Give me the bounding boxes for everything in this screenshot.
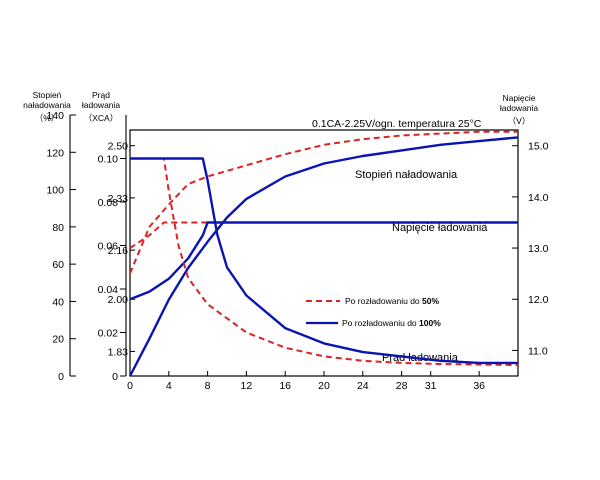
soc-axis-title-2: naładowania	[23, 100, 71, 110]
voltage-axis-title-1: Napięcie	[502, 93, 535, 103]
soc-tick-label: 40	[52, 296, 64, 308]
cell-voltage-tick-label: 1.83	[108, 346, 129, 358]
battery-voltage-tick-label: 11.0	[528, 345, 548, 357]
battery-voltage-tick-label: 12.0	[528, 294, 549, 306]
battery-voltage-tick-label: 13.0	[528, 243, 549, 255]
x-tick-label: 28	[396, 380, 408, 392]
legend-label-50: Po rozładowaniu do 50%	[345, 296, 439, 306]
soc-tick-label: 0	[58, 371, 64, 383]
voltage-curve-label: Napięcie ładowania	[392, 222, 488, 234]
soc-tick-label: 80	[52, 222, 64, 234]
x-tick-label: 8	[205, 380, 211, 392]
soc-axis-unit: （%）	[35, 113, 60, 123]
legend-label-100: Po rozładowaniu do 100%	[342, 318, 441, 328]
series-napi-cie-adowania-100	[129, 221, 518, 301]
soc-tick-label: 140	[46, 110, 64, 122]
current-tick-label: 0.08	[98, 197, 119, 209]
x-tick-label: 24	[357, 380, 369, 392]
plot-frame	[129, 129, 519, 377]
current-axis-title-1: Prąd	[92, 90, 110, 100]
x-tick-label: 4	[166, 380, 172, 392]
x-tick-label: 0	[127, 380, 133, 392]
series-pr-d-adowania-50	[130, 157, 519, 367]
soc-tick-label: 20	[52, 334, 64, 346]
cell-voltage-tick-label: 2.16	[108, 245, 129, 257]
legend: Po rozładowaniu do 50% Po rozładowaniu d…	[306, 296, 441, 328]
x-tick-label: 12	[241, 380, 253, 392]
current-axis-title-2: ładowania	[82, 100, 121, 110]
series-stopie-na-adowania-50	[129, 130, 518, 274]
series-layer	[128, 130, 519, 377]
cell-voltage-tick-label: 2.00	[108, 294, 129, 306]
current-axis-unit: （XCA）	[84, 113, 118, 123]
x-tick-label: 31	[425, 380, 437, 392]
voltage-axis-unit: （V）	[508, 116, 531, 126]
soc-tick-label: 60	[52, 259, 64, 271]
cell-voltage-tick-label: 2.33	[108, 193, 129, 205]
current-tick-label: 0	[112, 371, 118, 383]
x-tick-label: 20	[318, 380, 330, 392]
cell-voltage-tick-label: 2.50	[108, 141, 129, 153]
current-tick-label: 0.10	[98, 154, 119, 166]
soc-axis-title-1: Stopień	[33, 90, 62, 100]
series-stopie-na-adowania-100	[128, 136, 519, 377]
soc-tick-label: 100	[46, 185, 64, 197]
x-tick-label: 16	[279, 380, 291, 392]
series-pr-d-adowania-100	[130, 157, 518, 365]
battery-voltage-tick-label: 15.0	[528, 141, 549, 153]
soc-curve-label: Stopień naładowania	[355, 169, 458, 181]
current-tick-label: 0.04	[98, 284, 119, 296]
current-tick-label: 0.06	[98, 241, 119, 253]
voltage-axis-title-2: ładowania	[500, 103, 539, 113]
condition-label: 0.1CA-2.25V/ogn. temperatura 25°C	[312, 118, 482, 130]
x-tick-label: 36	[473, 380, 485, 392]
battery-voltage-tick-label: 14.0	[528, 192, 549, 204]
soc-tick-label: 120	[46, 147, 64, 159]
current-tick-label: 0.02	[98, 328, 119, 340]
axes-layer: 0 4 8 12 16 20 24 28 31 36 0 20 40 60 80 100 120 140 0 0.02…	[46, 110, 548, 392]
